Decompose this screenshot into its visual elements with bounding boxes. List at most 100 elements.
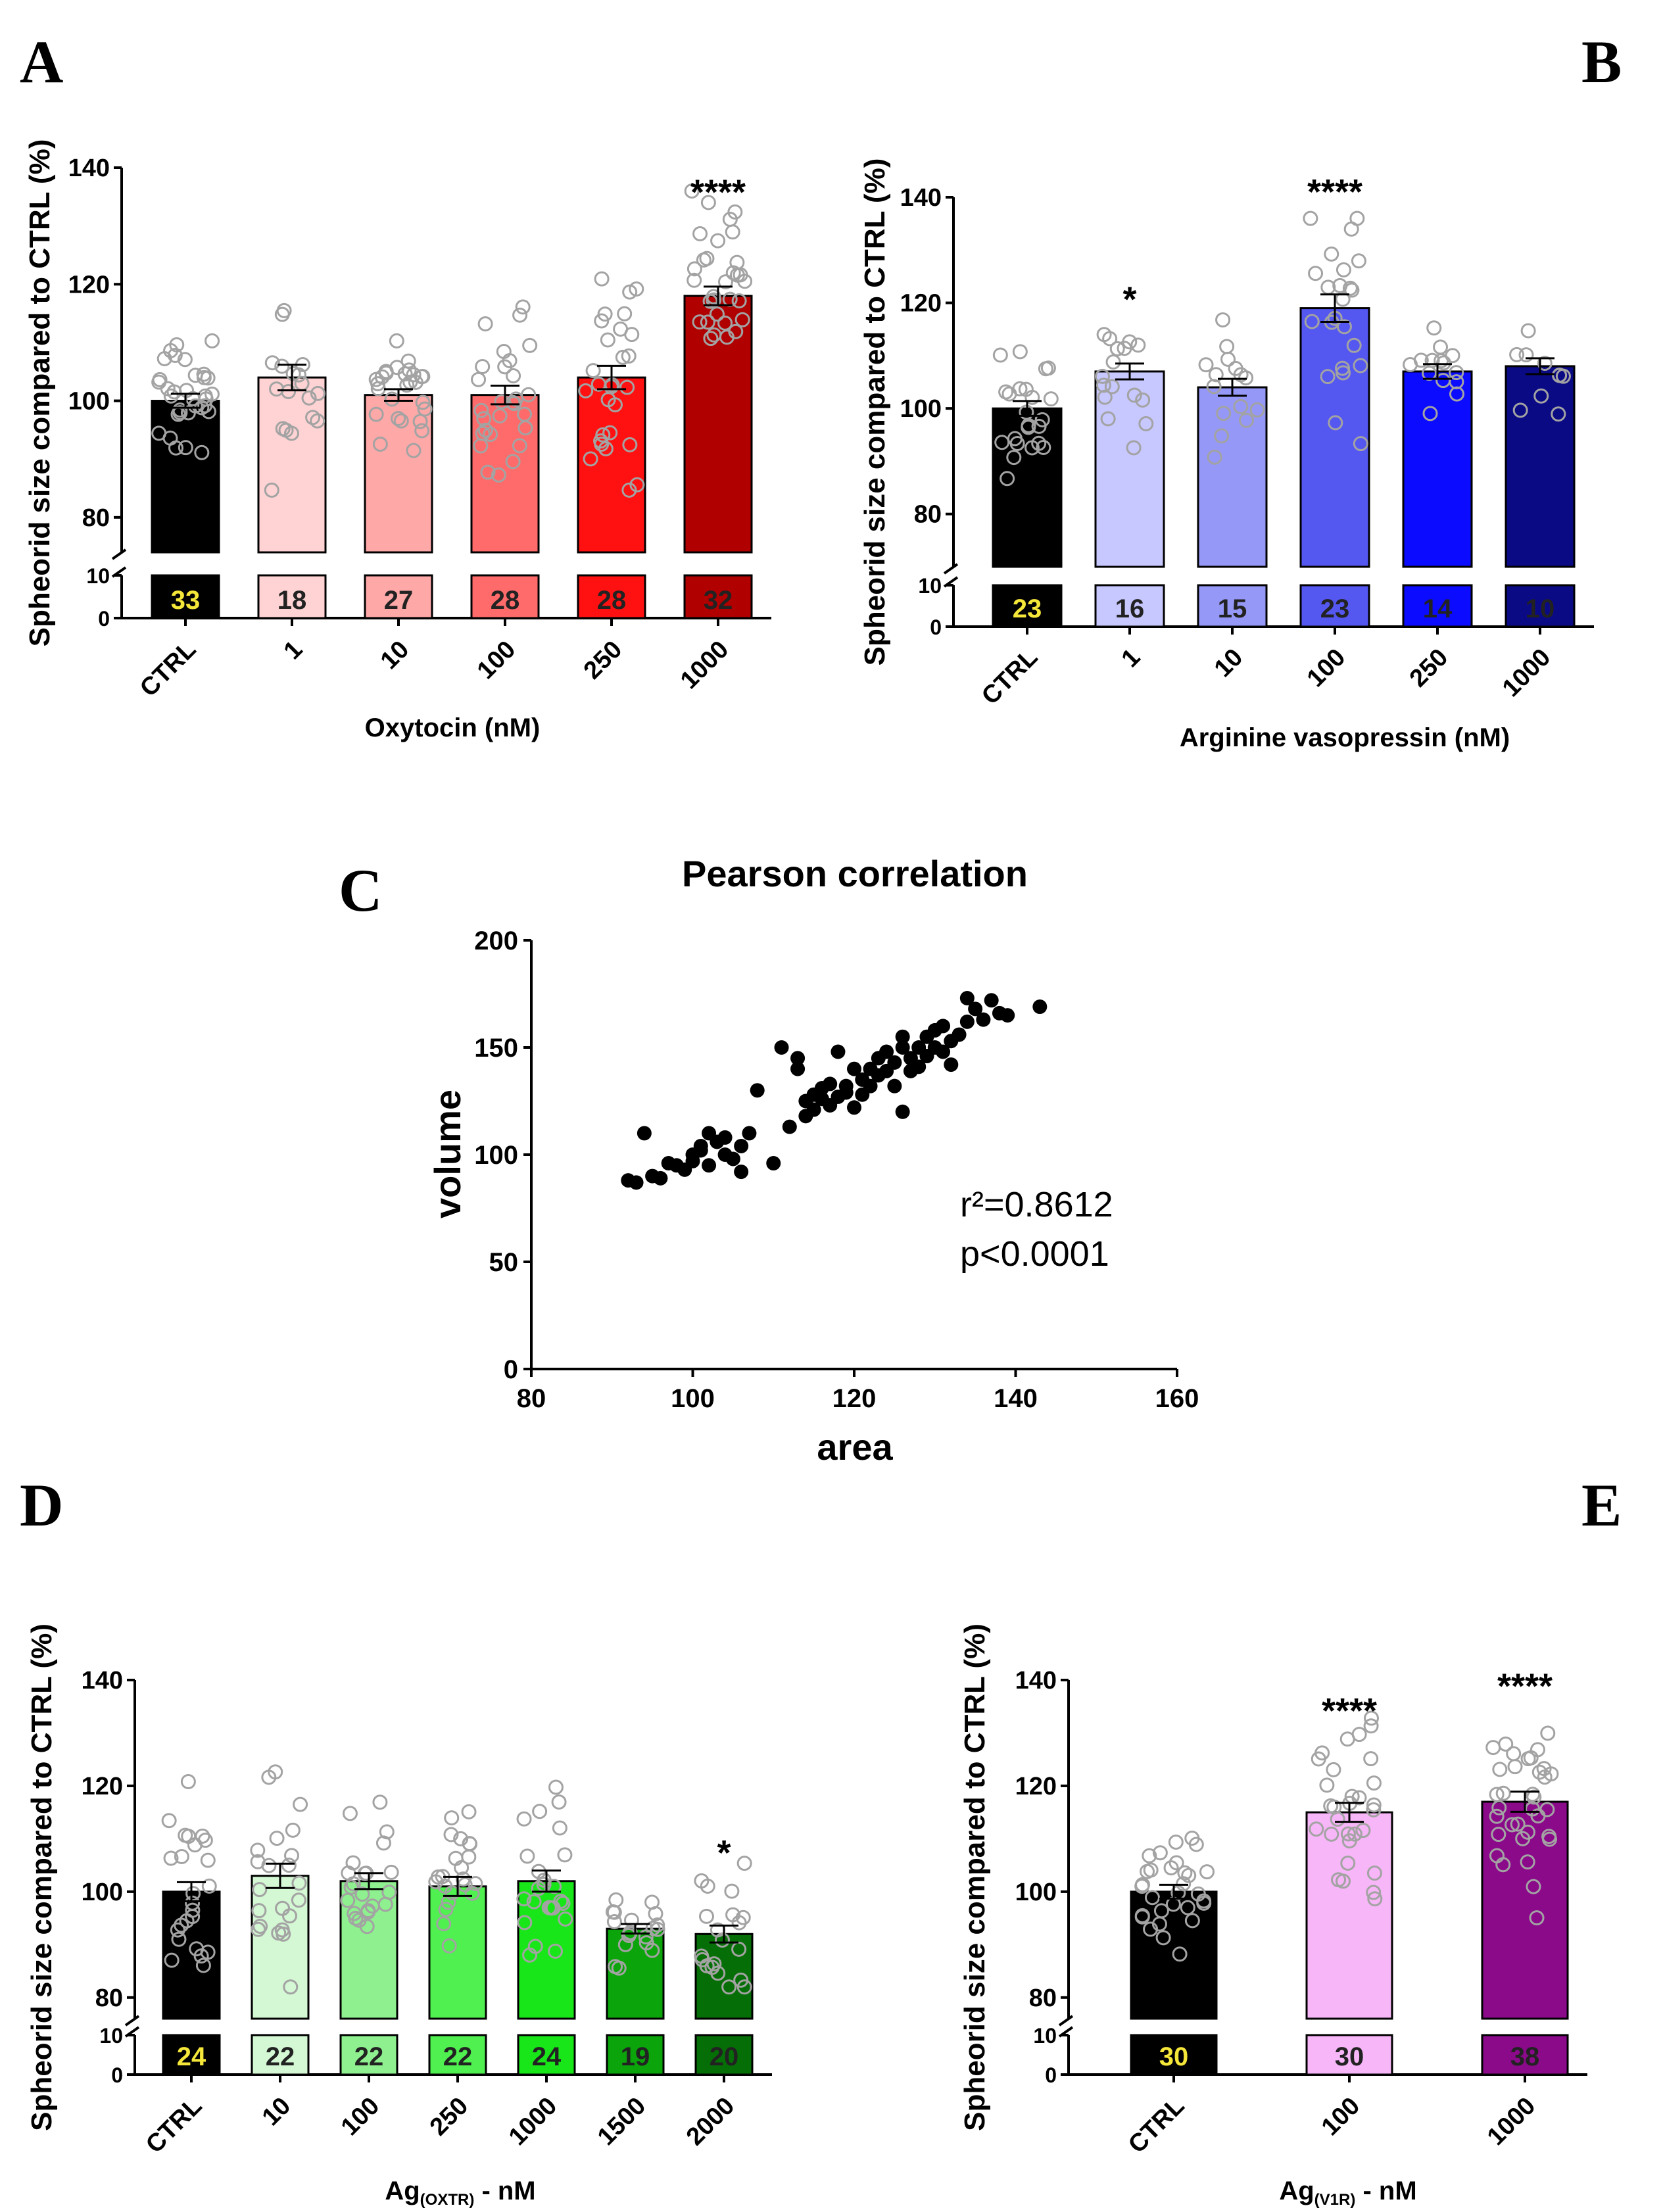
data-point: [268, 1764, 283, 1780]
data-point: [698, 1908, 714, 1924]
data-point: [1552, 368, 1568, 383]
data-point: [1529, 1910, 1545, 1926]
axis-break-mark: [1058, 2015, 1074, 2038]
data-point: [1335, 291, 1351, 307]
data-point: [734, 1165, 749, 1180]
data-point: [201, 1878, 217, 1894]
data-point: [473, 402, 489, 418]
data-point: [602, 425, 618, 441]
data-point: [1491, 1827, 1506, 1842]
data-point: [653, 1170, 668, 1186]
data-point: [455, 1871, 471, 1887]
data-point: [1336, 262, 1351, 277]
data-point: [506, 368, 521, 383]
x-tick-label: 1000: [1482, 2092, 1541, 2151]
n-label: 28: [491, 586, 520, 615]
data-point: [475, 359, 491, 375]
data-point: [863, 1078, 878, 1094]
data-point: [1340, 1855, 1356, 1871]
data-point: [252, 1882, 268, 1898]
data-point: [847, 1100, 861, 1115]
y-tick-label: 100: [900, 395, 942, 423]
data-point: [285, 366, 301, 381]
n-label: 23: [1013, 594, 1042, 623]
data-point: [1309, 1821, 1324, 1837]
y-tick-label: 10: [86, 564, 110, 588]
data-point: [185, 1909, 201, 1925]
data-point: [1353, 358, 1368, 373]
data-point: [1341, 1833, 1357, 1849]
data-point: [710, 233, 726, 249]
data-point: [1363, 1751, 1379, 1767]
data-point: [519, 1848, 535, 1864]
bar: [1505, 365, 1576, 568]
bar-n-box: [1481, 2034, 1569, 2076]
data-point: [1233, 398, 1249, 414]
data-point: [194, 445, 210, 460]
data-point: [1152, 1845, 1168, 1861]
bar-n-box: [151, 574, 220, 619]
bar: [251, 1875, 310, 2020]
data-point: [477, 316, 493, 332]
data-point: [1531, 1764, 1547, 1780]
data-point: [354, 1887, 370, 1902]
y-tick-label: 100: [68, 388, 110, 416]
data-point: [515, 299, 531, 315]
data-point: [806, 1102, 821, 1117]
data-point: [1485, 1740, 1501, 1756]
data-point: [1024, 440, 1040, 456]
data-point: [1326, 1762, 1341, 1777]
data-point: [187, 368, 203, 383]
data-point: [399, 377, 415, 393]
data-point: [174, 1917, 189, 1933]
data-point: [606, 1904, 622, 1920]
data-point: [372, 437, 388, 452]
x-axis-title: Arginine vasopressin (nM): [1180, 723, 1510, 752]
data-point: [1163, 1860, 1179, 1876]
x-tick-label: 10: [1209, 644, 1249, 683]
n-label: 16: [1115, 594, 1145, 623]
n-label: 24: [177, 2042, 206, 2071]
data-point: [1303, 210, 1318, 226]
data-point: [619, 379, 635, 395]
data-point: [1525, 1801, 1541, 1817]
y-tick-label: 140: [900, 184, 942, 212]
data-point: [505, 395, 521, 410]
data-point: [1540, 1725, 1556, 1741]
data-point: [492, 408, 508, 423]
data-point: [285, 1822, 301, 1838]
data-point: [1489, 1848, 1505, 1863]
data-point: [1304, 314, 1320, 329]
n-label: 24: [532, 2042, 562, 2071]
data-point: [725, 1151, 740, 1166]
data-point: [364, 1898, 380, 1914]
data-point: [598, 441, 614, 456]
data-point: [189, 1941, 205, 1957]
axis-break-mark: [943, 563, 959, 588]
data-point: [284, 1848, 300, 1863]
bar: [428, 1885, 487, 2020]
data-point: [483, 427, 498, 443]
bar-n-box: [1299, 584, 1370, 628]
x-tick-label: 10: [257, 2092, 297, 2132]
data-point: [1510, 1816, 1526, 1832]
data-point: [417, 401, 433, 417]
data-point: [1445, 348, 1460, 364]
x-tick-label: 1000: [1497, 644, 1556, 702]
y-tick-label: 80: [82, 504, 110, 532]
data-point: [494, 394, 510, 410]
y-axis-title: volume: [427, 1090, 468, 1218]
data-point: [629, 477, 645, 493]
data-point: [887, 1078, 902, 1094]
data-point: [473, 438, 489, 454]
x-tick-label: 250: [1405, 644, 1454, 693]
x-axis-title: Oxytocin (nM): [365, 713, 541, 742]
data-point: [952, 1027, 967, 1042]
data-point: [1216, 406, 1232, 421]
data-point: [710, 1965, 726, 1981]
y-tick-label: 0: [930, 615, 942, 639]
data-point: [517, 1915, 533, 1931]
data-point: [1040, 360, 1056, 376]
bar-panel-d: 80 100 120 140 0 10 Spheorid size compared to …: [26, 1623, 772, 2209]
x-tick-label: CTRL: [135, 636, 201, 702]
